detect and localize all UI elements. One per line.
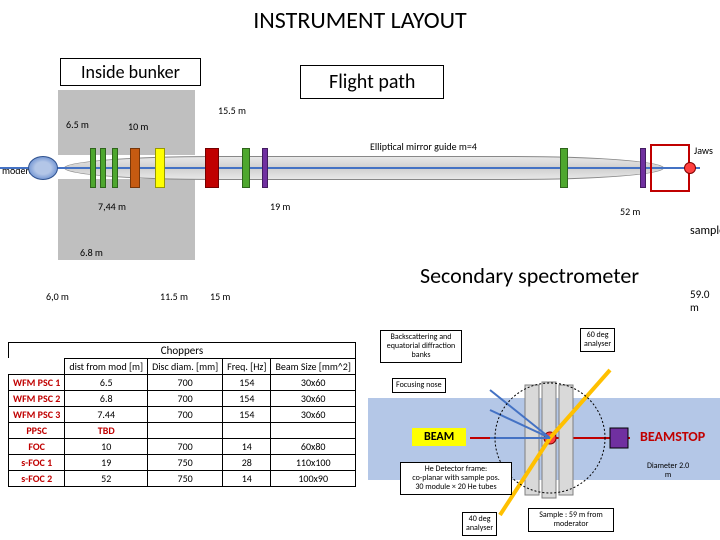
- chopper-cell: 154: [223, 391, 271, 407]
- chopper-cell: 28: [223, 455, 271, 471]
- dist-19: 19 m: [270, 200, 290, 213]
- chopper-row-label: PPSC: [9, 423, 65, 439]
- chopper-cell: 52: [65, 471, 148, 487]
- foc: [155, 148, 165, 188]
- table-row: s-FOC 25275014100x90: [9, 471, 356, 487]
- dist-59: 59.0 m: [690, 288, 720, 314]
- table-row: WFM PSC 16.570015430x60: [9, 375, 356, 391]
- chopper-cell: 110x100: [271, 455, 355, 471]
- chopper-row-label: WFM PSC 3: [9, 407, 65, 423]
- flight-path-label: Flight path: [300, 65, 444, 99]
- chopper-row-label: WFM PSC 1: [9, 375, 65, 391]
- chopper-cell: [271, 423, 355, 439]
- dist-6-0: 6,0 m: [46, 290, 69, 303]
- chopper-cell: 14: [223, 439, 271, 455]
- dist-11-5: 11.5 m: [160, 290, 188, 303]
- chopper-table-caption: Choppers: [8, 342, 356, 358]
- table-row: FOC107001460x80: [9, 439, 356, 455]
- dist-6-5: 6.5 m: [66, 118, 89, 131]
- chopper-col-header: Beam Size [mm^2]: [271, 359, 355, 375]
- diameter-label: Diameter 2.0m: [644, 460, 692, 482]
- page-title: INSTRUMENT LAYOUT: [0, 0, 720, 35]
- table-row: s-FOC 11975028110x100: [9, 455, 356, 471]
- dist-15-5: 15.5 m: [218, 104, 246, 117]
- dist-15: 15 m: [210, 290, 230, 303]
- table-row: WFM PSC 37.4470015430x60: [9, 407, 356, 423]
- ppsc: [130, 148, 140, 188]
- dist-10: 10 m: [128, 120, 148, 133]
- sfoc-2: [560, 148, 568, 188]
- chopper-cell: [223, 423, 271, 439]
- chopper-cell: [148, 423, 223, 439]
- chopper-1: [90, 148, 96, 188]
- sample-label: sample: [690, 224, 720, 238]
- chopper-cell: 6.5: [65, 375, 148, 391]
- sfoc-1: [242, 148, 250, 188]
- shield-1: [205, 148, 219, 188]
- moderator-shape: [28, 156, 58, 180]
- chopper-cell: 30x60: [271, 375, 355, 391]
- secondary-spectrometer-diagram: [470, 350, 630, 530]
- chopper-cell: 30x60: [271, 407, 355, 423]
- chopper-row-label: s-FOC 2: [9, 471, 65, 487]
- sample-note-box: Sample : 59 m frommoderator: [528, 508, 614, 532]
- backscattering-box: Backscattering andequatorial diffraction…: [380, 330, 462, 363]
- dist-52: 52 m: [620, 205, 640, 218]
- chopper-cell: 700: [148, 391, 223, 407]
- table-row: WFM PSC 26.870015430x60: [9, 391, 356, 407]
- dist-6-8: 6.8 m: [80, 246, 103, 259]
- inside-bunker-label: Inside bunker: [60, 58, 201, 86]
- chopper-2: [100, 148, 106, 188]
- chopper-3: [112, 148, 118, 188]
- chopper-cell: 700: [148, 375, 223, 391]
- elliptical-guide-label: Elliptical mirror guide m=4: [370, 140, 477, 153]
- analyser-60-box: 60 deganalyser: [580, 328, 615, 352]
- slit-1: [262, 148, 268, 188]
- chopper-cell: TBD: [65, 423, 148, 439]
- chopper-cell: 154: [223, 407, 271, 423]
- chopper-row-label: FOC: [9, 439, 65, 455]
- beamstop-label: BEAMSTOP: [640, 428, 705, 445]
- chopper-cell: 30x60: [271, 391, 355, 407]
- secondary-spectrometer-title: Secondary spectrometer: [420, 262, 639, 289]
- chopper-cell: 750: [148, 471, 223, 487]
- jaws-label: Jaws: [694, 144, 713, 157]
- analyser-40-box: 40 deganalyser: [462, 512, 497, 536]
- chopper-row-label: s-FOC 1: [9, 455, 65, 471]
- chopper-cell: 700: [148, 407, 223, 423]
- dist-7-44: 7,44 m: [98, 200, 126, 213]
- chopper-cell: 7.44: [65, 407, 148, 423]
- chopper-col-header: dist from mod [m]: [65, 359, 148, 375]
- chopper-row-label: WFM PSC 2: [9, 391, 65, 407]
- chopper-cell: 10: [65, 439, 148, 455]
- chopper-cell: 6.8: [65, 391, 148, 407]
- focusing-nose-box: Focusing nose: [392, 378, 446, 393]
- chopper-cell: 19: [65, 455, 148, 471]
- table-row: PPSCTBD: [9, 423, 356, 439]
- chopper-cell: 750: [148, 455, 223, 471]
- slit-2: [640, 148, 646, 188]
- chopper-cell: 60x80: [271, 439, 355, 455]
- chopper-col-header: Disc diam. [mm]: [148, 359, 223, 375]
- chopper-table: Choppers dist from mod [m]Disc diam. [mm…: [8, 342, 356, 487]
- he-detector-box: He Detector frame:co-planar with sample …: [400, 462, 512, 495]
- beam-label: BEAM: [412, 428, 466, 446]
- chopper-cell: 700: [148, 439, 223, 455]
- chopper-cell: 100x90: [271, 471, 355, 487]
- sample-dot: [684, 162, 696, 174]
- chopper-cell: 154: [223, 375, 271, 391]
- chopper-cell: 14: [223, 471, 271, 487]
- chopper-col-header: [9, 359, 65, 375]
- chopper-col-header: Freq. [Hz]: [223, 359, 271, 375]
